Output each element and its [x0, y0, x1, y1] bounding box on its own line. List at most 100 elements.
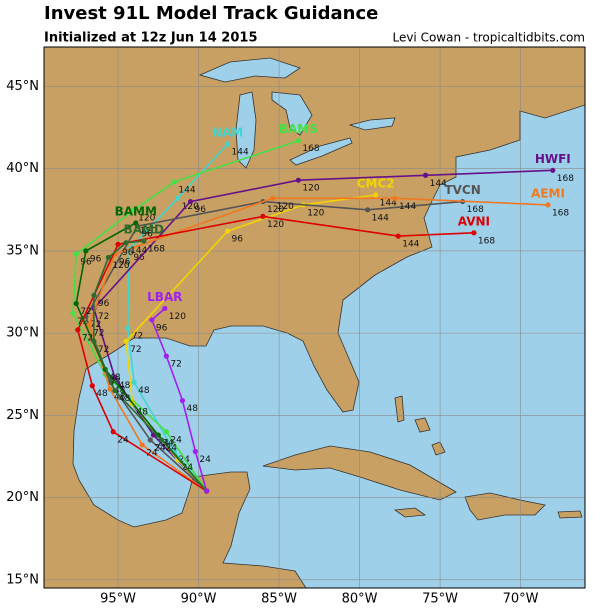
track-point — [373, 192, 379, 198]
track-point — [365, 207, 371, 213]
tracks: 24487296120144NAM24487296120144168BAMS24… — [70, 122, 574, 494]
x-tick-label: 95°W — [100, 592, 136, 607]
forecast-hour-label: 168 — [467, 205, 484, 215]
forecast-hour-label: 168 — [557, 174, 574, 184]
track-point — [162, 305, 168, 312]
track-point — [158, 437, 165, 443]
forecast-hour-label: 48 — [109, 373, 121, 383]
forecast-hour-label: 24 — [154, 444, 166, 454]
forecast-hour-label: 72 — [170, 360, 181, 370]
forecast-hour-label: 144 — [430, 179, 447, 189]
forecast-hour-label: 144 — [232, 148, 249, 158]
track-point — [75, 327, 81, 333]
track-point — [395, 233, 401, 239]
track-point — [147, 437, 153, 443]
track-point — [125, 325, 131, 331]
track-point — [110, 429, 116, 435]
forecast-hour-label: 24 — [199, 455, 211, 465]
forecast-hour-label: 72 — [90, 320, 101, 330]
forecast-hour-label: 120 — [138, 213, 155, 223]
y-tick-label: 30°N — [6, 326, 39, 341]
lake-huron — [271, 91, 313, 136]
forecast-hour-label: 120 — [169, 312, 186, 322]
track-point — [163, 429, 169, 435]
track-point — [295, 138, 301, 144]
chart-title: Invest 91L Model Track Guidance — [44, 3, 378, 24]
lake-ontario — [348, 117, 396, 131]
forecast-hour-label: 120 — [182, 202, 199, 212]
track-point — [86, 322, 92, 328]
lake-superior — [198, 57, 301, 83]
track-point — [112, 388, 118, 394]
jamaica — [393, 507, 427, 518]
forecast-hour-label: 144 — [402, 240, 419, 250]
track-point — [70, 310, 76, 316]
forecast-hour-label: 120 — [140, 226, 157, 236]
track-point — [133, 220, 139, 226]
x-tick-label: 80°W — [342, 592, 378, 607]
forecast-hour-label: 96 — [90, 254, 102, 264]
track-line — [150, 307, 208, 492]
model-label: NAM — [212, 126, 243, 140]
x-tick-label: 70°W — [503, 592, 539, 607]
forecast-hour-label: 72 — [80, 307, 91, 317]
forecast-hour-label: 120 — [267, 220, 284, 230]
forecast-hour-label: 48 — [186, 404, 198, 414]
forecast-hour-label: 24 — [117, 435, 129, 445]
map-frame — [43, 46, 586, 589]
track-point — [192, 448, 198, 455]
forecast-hour-label: 96 — [232, 235, 244, 245]
track-point — [131, 379, 137, 386]
model-label: BAMD — [124, 223, 164, 237]
forecast-hour-label: 168 — [302, 144, 319, 154]
track-point — [204, 488, 210, 494]
track-line — [93, 240, 208, 492]
forecast-hour-label: 96 — [195, 205, 207, 215]
axes: 95°W 90°W 85°W 80°W 75°W 70°W 15°N 20°N 25°N 30°N… — [6, 79, 538, 607]
forecast-hour-label: 120 — [267, 205, 284, 215]
forecast-hour-label: 72 — [77, 317, 88, 327]
y-tick-label: 15°N — [6, 572, 39, 587]
forecast-hour-label: 168 — [148, 245, 165, 255]
track-point — [91, 338, 97, 344]
track-point — [545, 202, 551, 208]
forecast-hour-label: 48 — [119, 381, 131, 391]
forecast-hour-label: 144 — [372, 213, 389, 223]
credit: Levi Cowan - tropicaltidbits.com — [392, 31, 585, 45]
x-tick-label: 85°W — [261, 592, 297, 607]
model-label: AVNI — [458, 214, 490, 228]
hispaniola — [464, 492, 546, 521]
track-point — [422, 172, 429, 178]
forecast-hour-label: 48 — [114, 386, 126, 396]
track-point — [123, 240, 129, 246]
chart-subtitle: Initialized at 12z Jun 14 2015 — [44, 31, 257, 46]
track-point — [149, 317, 155, 323]
forecast-hour-label: 96 — [80, 258, 92, 268]
lake-michigan — [235, 91, 257, 169]
forecast-hour-label: 72 — [132, 332, 143, 342]
track-point — [89, 383, 95, 389]
forecast-hour-label: 96 — [98, 299, 110, 309]
x-tick-label: 75°W — [422, 592, 458, 607]
model-label: AEMI — [531, 186, 565, 200]
forecast-hour-label: 96 — [141, 230, 153, 240]
track-line — [72, 139, 299, 492]
y-tick-label: 20°N — [6, 490, 39, 505]
forecast-hour-label: 48 — [137, 407, 149, 417]
track-point — [139, 442, 145, 448]
track-line — [88, 197, 549, 492]
track-point — [83, 248, 89, 254]
track-point — [163, 353, 169, 359]
track-point — [175, 195, 181, 201]
forecast-hour-label: 120 — [112, 261, 129, 271]
y-tick-label: 25°N — [6, 408, 39, 423]
forecast-hour-label: 24 — [170, 435, 182, 445]
track-point — [73, 300, 79, 307]
forecast-hour-label: 24 — [178, 455, 190, 465]
forecast-hour-label: 144 — [178, 185, 195, 195]
track-point — [141, 238, 147, 244]
track-line — [76, 215, 474, 492]
forecast-hour-label: 48 — [96, 389, 108, 399]
forecast-hour-label: 48 — [138, 386, 150, 396]
